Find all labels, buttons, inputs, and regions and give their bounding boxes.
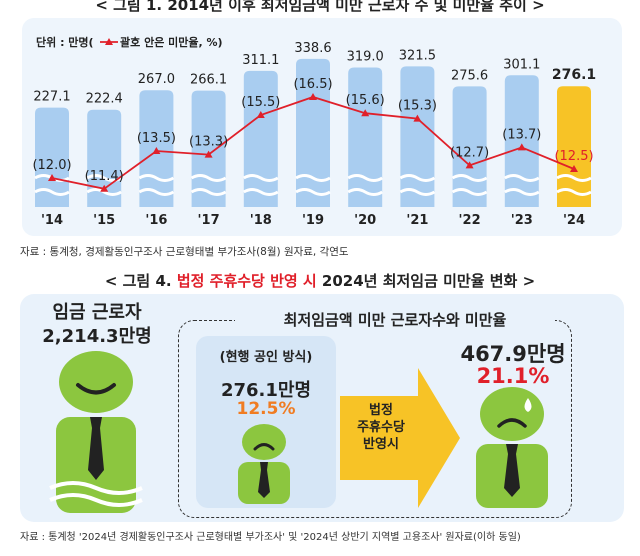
x-tick-label: '14	[41, 213, 63, 228]
rate-label: (11.4)	[85, 169, 124, 184]
rate-label: (13.5)	[137, 131, 176, 146]
bar-value-label: 311.1	[242, 53, 279, 68]
bar-break-line	[556, 174, 592, 182]
bar-break-line	[399, 174, 436, 182]
bar	[243, 70, 278, 207]
bar	[400, 66, 435, 207]
bar-break-line	[86, 188, 122, 196]
rate-label: (12.5)	[554, 149, 593, 164]
bar-break-line	[138, 188, 175, 196]
x-tick-label: '20	[354, 213, 376, 228]
arrow-label-line-3: 반영시	[363, 437, 399, 452]
bar	[348, 67, 383, 207]
bar-break-line	[295, 174, 331, 182]
rate-label: (15.5)	[241, 95, 280, 110]
figure4-title-prefix: < 그림 4.	[104, 272, 177, 290]
x-tick-label: '24	[563, 213, 585, 228]
x-tick-label: '22	[459, 213, 481, 228]
bar-value-label: 301.1	[503, 57, 540, 72]
bar	[191, 90, 226, 207]
rate-label: (16.5)	[293, 77, 332, 92]
bar-break-line	[243, 188, 279, 196]
rate-point	[256, 111, 265, 118]
bar	[35, 107, 69, 207]
bar-break-line	[504, 188, 540, 196]
figure4-source: 자료 : 통계청 '2024년 경제활동인구조사 근로형태별 부가조사' 및 '…	[20, 532, 521, 543]
figure1-title: < 그림 1. 2014년 이후 최저임금액 미만 근로자 수 및 미만율 추이…	[95, 0, 545, 14]
rate-point	[309, 93, 317, 100]
figure4-title-suffix: 2024년 최저임금 미만율 변화 >	[316, 272, 536, 290]
new-count: 467.9만명	[460, 342, 566, 366]
bar-break-line	[451, 174, 488, 182]
comparison-title: 최저임금액 미만 근로자수와 미만율	[235, 309, 555, 330]
bar-break-line	[347, 188, 383, 196]
bar-break-line	[34, 188, 70, 196]
bar-value-label: 321.5	[399, 48, 436, 63]
bar-break-line	[399, 188, 436, 196]
legend-series: 괄호 안은 미만율, %)	[120, 35, 223, 49]
arrow-label-line-2: 주휴수당	[357, 420, 405, 435]
bar-value-label: 222.4	[86, 92, 123, 107]
workers-label: 임금 근로자	[52, 302, 142, 323]
current-rate: 12.5%	[236, 399, 296, 419]
x-tick-label: '21	[406, 213, 428, 228]
change-arrow-icon	[340, 368, 460, 508]
x-tick-label: '18	[250, 213, 272, 228]
rate-point	[465, 161, 474, 169]
bar-break-line	[295, 188, 331, 196]
x-tick-label: '16	[145, 213, 167, 228]
arrow-label: 법정 주휴수당 반영시	[346, 402, 416, 453]
rate-point	[48, 174, 56, 181]
current-count: 276.1만명	[220, 380, 312, 401]
rate-point	[361, 109, 370, 117]
bar-value-label: 276.1	[552, 67, 596, 83]
arrow-label-line-1: 법정	[369, 403, 393, 418]
bar-break-line	[138, 174, 175, 182]
bar-value-label: 338.6	[294, 41, 331, 56]
x-tick-label: '19	[302, 213, 324, 228]
bar-break-line	[347, 174, 383, 182]
rate-point	[517, 143, 526, 151]
bar-value-label: 275.6	[451, 68, 488, 83]
bar-value-label: 267.0	[138, 72, 175, 87]
new-rate: 21.1%	[476, 364, 550, 388]
current-method-label: (현행 공인 방식)	[219, 350, 313, 365]
workers-value: 2,214.3만명	[42, 326, 152, 347]
bar-break-line	[504, 174, 540, 182]
rate-label: (15.3)	[398, 99, 437, 114]
rate-point	[100, 184, 109, 192]
bar-break-line	[556, 188, 592, 196]
legend-marker-swatch	[105, 38, 113, 45]
new-sad-figure-icon	[476, 387, 548, 508]
figure1-source: 자료 : 통계청, 경제활동인구조사 근로형태별 부가조사(8월) 원자료, 각…	[20, 246, 349, 258]
rate-point	[152, 147, 161, 154]
legend-unit: 단위 : 만명(	[36, 35, 94, 49]
rate-label: (12.7)	[450, 145, 489, 160]
rate-label: (15.6)	[346, 93, 385, 108]
figure4-title-highlight: 법정 주휴수당 반영 시	[176, 272, 317, 290]
bar-break-line	[190, 174, 227, 182]
rate-point	[570, 165, 578, 172]
bar-break-line	[243, 174, 279, 182]
rate-label: (13.7)	[502, 127, 541, 142]
figure4-title: < 그림 4. 법정 주휴수당 반영 시 2024년 최저임금 미만율 변화 >	[0, 270, 640, 291]
current-sad-figure-icon	[238, 424, 290, 504]
x-tick-label: '15	[93, 213, 115, 228]
rate-point	[204, 150, 213, 158]
bar-value-label: 266.1	[190, 73, 227, 88]
bar-value-label: 227.1	[33, 90, 70, 105]
rate-label: (12.0)	[32, 158, 71, 173]
x-tick-label: '23	[511, 213, 533, 228]
rate-label: (13.3)	[189, 135, 228, 150]
worker-figure-icon	[49, 351, 143, 513]
rate-point	[413, 114, 422, 122]
bar-break-line	[190, 188, 227, 196]
x-tick-label: '17	[198, 213, 220, 228]
bar-break-line	[451, 188, 488, 196]
bar	[296, 58, 330, 207]
bar-value-label: 319.0	[347, 49, 384, 64]
